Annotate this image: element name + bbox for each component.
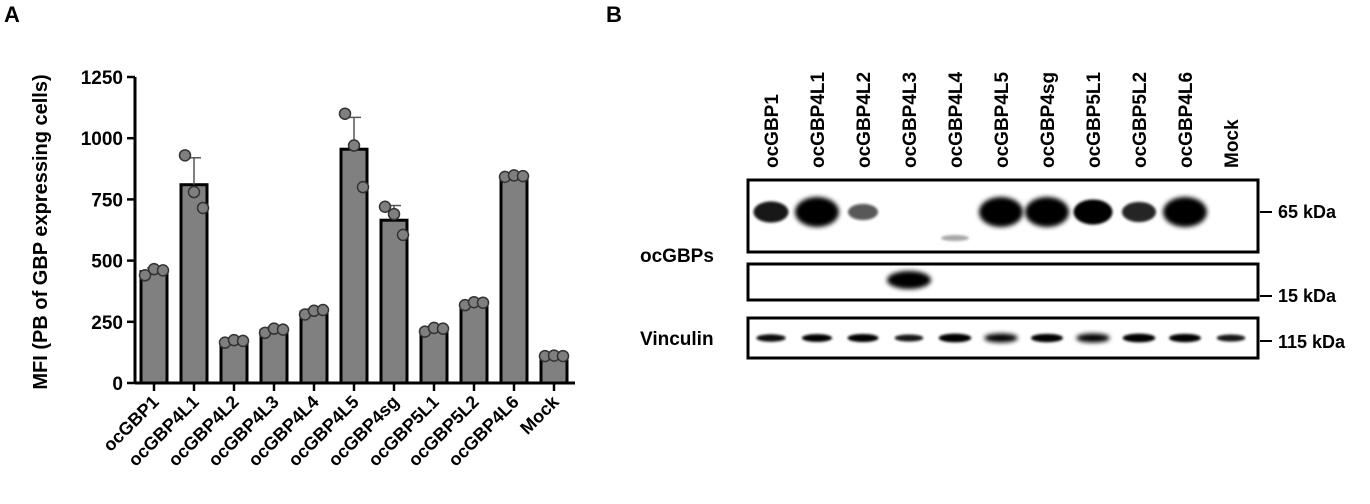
bar [419, 328, 449, 385]
data-point [356, 180, 370, 194]
data-point [516, 169, 530, 183]
blot-band [1025, 197, 1069, 227]
data-point [276, 323, 290, 336]
bar-series [138, 107, 570, 385]
data-point [396, 228, 410, 242]
data-point [236, 334, 250, 348]
data-point [156, 264, 170, 277]
western-blot-panel-b: B ocGBP1 ocGBP4L1 ocGBP4L2 ocGBP4L3 ocGBP4L4… [606, 2, 1346, 360]
marker-15kda: 15 kDa [1278, 286, 1337, 306]
data-point [187, 185, 201, 199]
bands-115kda [756, 333, 1246, 343]
data-point [556, 349, 570, 363]
blot-band [847, 203, 879, 221]
y-tick-label: 750 [91, 190, 123, 211]
data-point [436, 322, 450, 335]
panel-a-letter: A [4, 2, 20, 27]
bands-15kda [887, 271, 931, 289]
y-axis-label: MFI (PB of GBP expressing cells) [30, 74, 52, 389]
y-tick-label: 500 [91, 252, 123, 273]
row-label-vinculin: Vinculin [640, 329, 714, 350]
data-point [178, 149, 192, 162]
blot-band [1122, 333, 1156, 343]
bar [139, 270, 169, 385]
x-tick-label: Mock [516, 391, 563, 438]
lane-label: ocGBP4L1 [808, 71, 829, 168]
y-tick-label: 0 [112, 374, 123, 395]
row-label-ocgbps: ocGBPs [640, 246, 714, 267]
bands-65kda [753, 197, 1207, 241]
blot-band [1031, 333, 1063, 343]
bar [299, 310, 329, 385]
bar [179, 183, 209, 385]
blot-band [1163, 197, 1207, 227]
lane-label: ocGBP4sg [1038, 72, 1059, 168]
blot-band [1169, 333, 1201, 343]
blot-band [1121, 201, 1157, 223]
x-tick-labels: ocGBP1ocGBP4L1ocGBP4L2ocGBP4L3ocGBP4L4oc… [99, 391, 563, 470]
lane-label: ocGBP4L3 [900, 72, 921, 168]
data-point [196, 201, 210, 215]
data-point [138, 269, 152, 282]
marker-115kda: 115 kDa [1278, 332, 1346, 352]
lane-label: ocGBP5L1 [1084, 71, 1105, 168]
blot-band [756, 334, 786, 342]
data-point [316, 303, 330, 317]
blot-band [887, 271, 931, 289]
lane-label: ocGBP4L5 [992, 71, 1013, 168]
lane-labels: ocGBP1 ocGBP4L1 ocGBP4L2 ocGBP4L3 ocGBP4L4 oc… [762, 71, 1243, 168]
data-point [347, 139, 361, 152]
lane-label: ocGBP5L2 [1130, 72, 1151, 168]
blot-band [938, 333, 972, 343]
data-point [338, 107, 352, 120]
data-point [476, 296, 490, 309]
marker-65kda: 65 kDa [1278, 202, 1337, 222]
data-point [387, 207, 401, 221]
lane-label: ocGBP4L2 [854, 72, 875, 168]
bar [459, 301, 489, 385]
data-point [378, 200, 392, 213]
panel-b-letter: B [606, 2, 622, 27]
blot-band [801, 334, 833, 342]
blot-band [979, 197, 1023, 227]
blot-band [795, 197, 839, 227]
blot-band [984, 333, 1018, 343]
y-tick-label: 1000 [81, 129, 123, 150]
lane-label: ocGBP4L4 [946, 71, 967, 168]
y-tick-label: 1250 [81, 68, 123, 89]
blot-band [847, 333, 879, 343]
blot-membrane-ocgbps-15 [746, 262, 1260, 302]
blot-band-faint [941, 235, 969, 241]
blot-band [1076, 333, 1110, 343]
blot-band [753, 201, 789, 223]
bar [499, 174, 529, 385]
blot-band [894, 334, 924, 342]
bar-chart-panel-a: A MFI (PB of GBP expressing cells) 0 250 5… [4, 2, 575, 470]
y-tick-label: 250 [91, 313, 123, 334]
lane-label: Mock [1222, 119, 1243, 168]
lane-label: ocGBP1 [762, 94, 783, 168]
blot-band [1216, 334, 1246, 342]
bar [379, 218, 409, 385]
lane-label: ocGBP4L6 [1176, 72, 1197, 168]
blot-band [1073, 199, 1113, 225]
